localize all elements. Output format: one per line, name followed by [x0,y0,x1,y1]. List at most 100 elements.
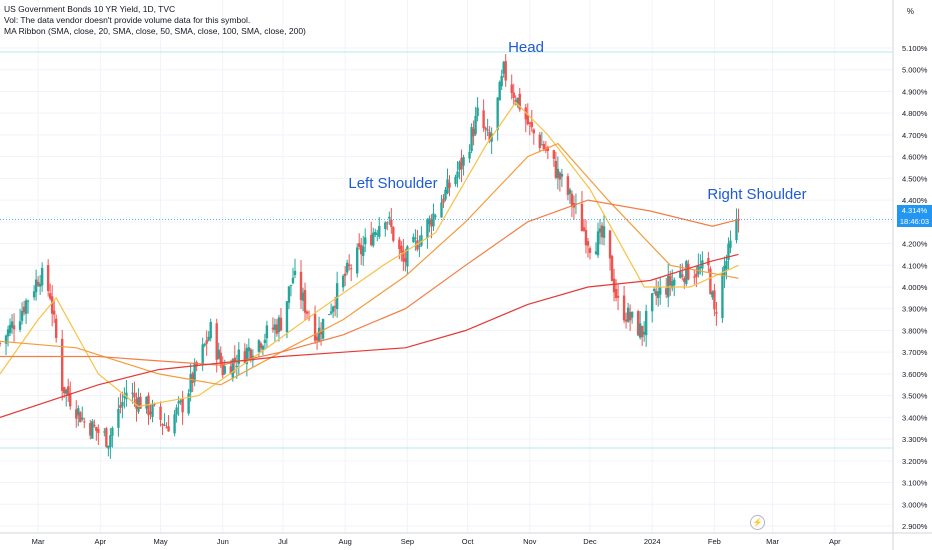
candle-body [516,97,519,106]
candle-body [528,122,531,124]
candle-body [201,344,204,365]
candle-body [404,258,407,263]
candle-body [277,317,281,333]
countdown-timer: 18:46:03 [899,217,930,226]
candle-body [91,421,94,439]
candle-body [291,277,295,284]
candle-body [315,336,319,341]
candle-body [149,411,152,415]
candle-body [261,345,265,350]
candle-body [95,426,98,431]
candle-body [215,323,218,360]
candle-body [34,279,38,293]
x-tick-label: Oct [462,537,475,546]
candle-body [233,357,236,362]
candle-body [378,226,381,237]
symbol-title[interactable]: US Government Bonds 10 YR Yield, 1D, TVC [4,4,176,14]
candle-body [257,340,261,352]
candle-body [390,219,393,227]
y-tick-label: 4.700% [902,131,928,140]
candle-body [133,393,136,398]
candle-body [388,216,391,219]
candle-body [695,273,698,278]
candle-body [54,318,58,338]
candle-body [111,427,114,436]
y-tick-label: 3.200% [902,457,928,466]
candle-body [109,435,112,447]
candle-body [713,290,716,310]
candle-body [229,366,232,375]
y-tick-label: 5.000% [902,66,928,75]
axis-unit-label[interactable]: % [906,7,914,16]
candle-body [245,348,249,365]
candle-body [558,172,562,180]
candle-body [711,291,714,298]
candle-body [8,324,12,334]
candle-body [223,366,226,374]
candle-body [333,306,337,308]
x-tick-label: Sep [401,537,414,546]
candle-body [79,412,82,423]
candle-body [470,127,473,152]
candle-body [386,222,389,224]
candle-body [614,288,618,299]
candle-body [63,386,66,394]
candle-body [135,398,138,409]
candle-body [735,219,738,241]
candle-body [205,340,208,344]
candle-body [349,268,353,270]
ma-ribbon-label[interactable]: MA Ribbon (SMA, close, 20, SMA, close, 5… [4,26,306,36]
candle-body [181,398,184,413]
candle-body [179,400,182,403]
candle-body [299,271,303,301]
candle-body [440,202,443,218]
y-tick-label: 2.900% [902,522,928,531]
y-tick-label: 4.600% [902,153,928,162]
candle-body [259,343,263,349]
candle-body [652,288,656,292]
candle-body [418,245,421,247]
candle-body [542,144,546,150]
candle-body [313,313,317,341]
candle-body [556,168,560,178]
candle-body [669,275,672,286]
candle-body [693,276,696,278]
candle-body [303,290,307,313]
candle-body [89,423,92,436]
candle-body [580,203,584,232]
x-tick-label: 2024 [644,537,661,546]
candle-body [36,281,40,286]
candle-body [622,295,626,321]
lightning-icon[interactable]: ⚡ [750,515,765,530]
candle-body [638,323,642,338]
y-tick-label: 3.000% [902,500,928,509]
candle-body [341,275,345,288]
candle-body [600,225,604,238]
candle-body [61,338,64,391]
candle-body [426,219,429,239]
candle-body [151,404,154,417]
candle-body [671,281,674,289]
candle-body [161,423,164,426]
candle-body [10,321,14,328]
candle-body [679,271,682,278]
candle-body [50,296,54,314]
candle-body [48,293,52,299]
candle-body [165,427,168,429]
candle-body [725,260,728,270]
moving-average-line [0,142,739,386]
candle-body [412,236,415,243]
candle-body [406,246,409,267]
x-tick-label: Apr [829,537,841,546]
x-tick-label: Apr [95,537,107,546]
candle-body [319,331,323,335]
candle-body [374,231,377,235]
candle-body [217,349,220,359]
candle-body [243,351,247,363]
pattern-annotation: Head [508,39,544,56]
candle-body [321,318,325,339]
candle-body [518,93,521,110]
candle-body [650,293,654,312]
